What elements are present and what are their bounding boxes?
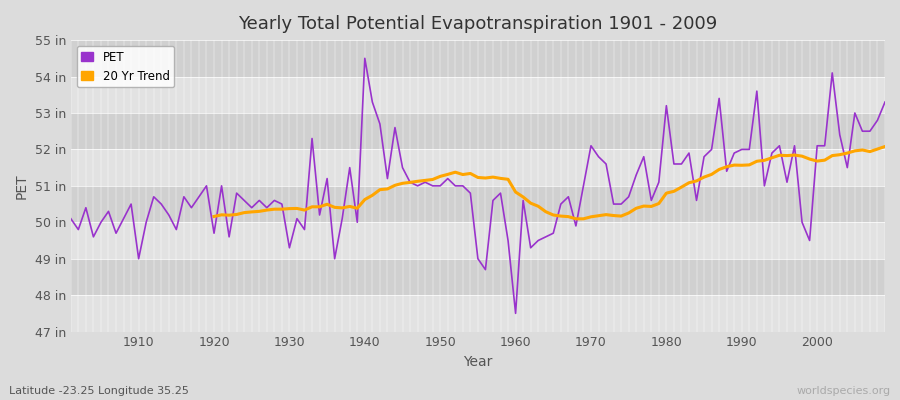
PET — [616, 202, 626, 206]
X-axis label: Year: Year — [464, 355, 492, 369]
Bar — [71, 113, 885, 150]
PET — [292, 216, 302, 221]
Bar — [71, 76, 885, 113]
Text: Latitude -23.25 Longitude 35.25: Latitude -23.25 Longitude 35.25 — [9, 386, 189, 396]
Bar — [71, 150, 885, 186]
20 Yr Trend — [412, 179, 423, 184]
PET — [66, 216, 77, 221]
PET — [518, 198, 528, 203]
Bar — [71, 259, 885, 295]
Bar — [71, 40, 885, 76]
Line: PET: PET — [71, 58, 885, 313]
20 Yr Trend — [209, 214, 220, 219]
20 Yr Trend — [857, 148, 868, 152]
PET — [126, 202, 137, 206]
PET — [510, 311, 521, 316]
20 Yr Trend — [684, 180, 695, 185]
Y-axis label: PET: PET — [15, 173, 29, 199]
Legend: PET, 20 Yr Trend: PET, 20 Yr Trend — [76, 46, 175, 87]
PET — [359, 56, 370, 61]
20 Yr Trend — [789, 153, 800, 158]
Bar — [71, 186, 885, 222]
Title: Yearly Total Potential Evapotranspiration 1901 - 2009: Yearly Total Potential Evapotranspiratio… — [238, 15, 717, 33]
PET — [337, 216, 347, 221]
Text: worldspecies.org: worldspecies.org — [796, 386, 891, 396]
20 Yr Trend — [774, 153, 785, 158]
Bar — [71, 222, 885, 259]
20 Yr Trend — [879, 144, 890, 149]
20 Yr Trend — [571, 216, 581, 221]
20 Yr Trend — [299, 208, 310, 212]
PET — [526, 245, 536, 250]
Bar — [71, 295, 885, 332]
PET — [879, 100, 890, 104]
Line: 20 Yr Trend: 20 Yr Trend — [214, 146, 885, 219]
